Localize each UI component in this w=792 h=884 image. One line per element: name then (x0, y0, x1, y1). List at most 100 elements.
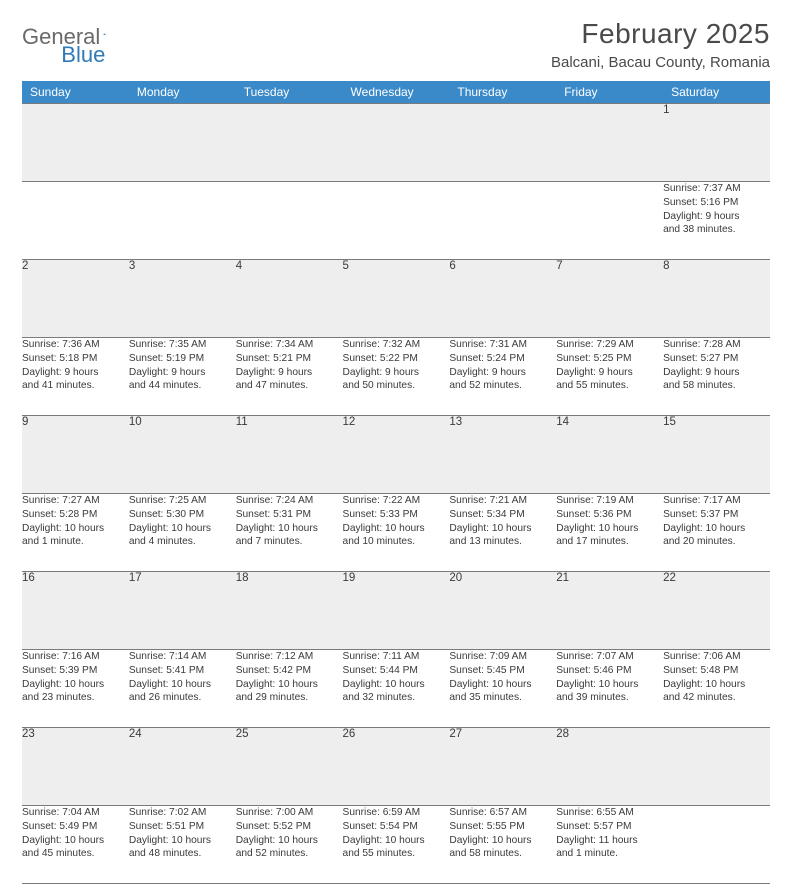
day-sunset: Sunset: 5:30 PM (129, 508, 236, 522)
day-day2: and 26 minutes. (129, 691, 236, 705)
day-sunset: Sunset: 5:37 PM (663, 508, 770, 522)
day-sunset: Sunset: 5:36 PM (556, 508, 663, 522)
day-cell: Sunrise: 7:22 AMSunset: 5:33 PMDaylight:… (343, 494, 450, 572)
day-cell: Sunrise: 7:21 AMSunset: 5:34 PMDaylight:… (449, 494, 556, 572)
day-number: 1 (663, 104, 770, 182)
day-info-row: Sunrise: 7:04 AMSunset: 5:49 PMDaylight:… (22, 806, 770, 884)
day-cell: Sunrise: 7:27 AMSunset: 5:28 PMDaylight:… (22, 494, 129, 572)
weekday-header: Saturday (663, 81, 770, 104)
day-day1: Daylight: 9 hours (22, 366, 129, 380)
day-day2: and 7 minutes. (236, 535, 343, 549)
day-cell: Sunrise: 7:31 AMSunset: 5:24 PMDaylight:… (449, 338, 556, 416)
day-cell (556, 182, 663, 260)
day-number-row: 1 (22, 104, 770, 182)
day-day2: and 45 minutes. (22, 847, 129, 861)
day-cell: Sunrise: 7:14 AMSunset: 5:41 PMDaylight:… (129, 650, 236, 728)
day-day2: and 47 minutes. (236, 379, 343, 393)
day-day1: Daylight: 10 hours (663, 678, 770, 692)
day-sunrise: Sunrise: 7:14 AM (129, 650, 236, 664)
day-sunrise: Sunrise: 7:04 AM (22, 806, 129, 820)
day-cell: Sunrise: 7:36 AMSunset: 5:18 PMDaylight:… (22, 338, 129, 416)
day-cell: Sunrise: 7:00 AMSunset: 5:52 PMDaylight:… (236, 806, 343, 884)
day-sunset: Sunset: 5:24 PM (449, 352, 556, 366)
day-day2: and 10 minutes. (343, 535, 450, 549)
day-day1: Daylight: 10 hours (556, 678, 663, 692)
day-day1: Daylight: 9 hours (236, 366, 343, 380)
day-sunrise: Sunrise: 7:19 AM (556, 494, 663, 508)
day-cell: Sunrise: 7:32 AMSunset: 5:22 PMDaylight:… (343, 338, 450, 416)
day-sunrise: Sunrise: 7:22 AM (343, 494, 450, 508)
month-title: February 2025 (551, 18, 770, 50)
day-cell: Sunrise: 7:34 AMSunset: 5:21 PMDaylight:… (236, 338, 343, 416)
day-day1: Daylight: 10 hours (449, 834, 556, 848)
day-day2: and 35 minutes. (449, 691, 556, 705)
day-number: 8 (663, 260, 770, 338)
day-number: 18 (236, 572, 343, 650)
day-sunset: Sunset: 5:18 PM (22, 352, 129, 366)
day-day1: Daylight: 10 hours (22, 522, 129, 536)
day-number: 26 (343, 728, 450, 806)
day-sunset: Sunset: 5:39 PM (22, 664, 129, 678)
day-number-row: 16171819202122 (22, 572, 770, 650)
day-cell (236, 182, 343, 260)
day-cell: Sunrise: 7:02 AMSunset: 5:51 PMDaylight:… (129, 806, 236, 884)
day-day1: Daylight: 10 hours (343, 678, 450, 692)
weekday-header: Sunday (22, 81, 129, 104)
day-sunrise: Sunrise: 7:31 AM (449, 338, 556, 352)
day-day1: Daylight: 10 hours (236, 678, 343, 692)
day-day1: Daylight: 10 hours (449, 678, 556, 692)
day-day1: Daylight: 10 hours (343, 522, 450, 536)
day-day1: Daylight: 10 hours (236, 834, 343, 848)
day-number: 9 (22, 416, 129, 494)
day-day2: and 38 minutes. (663, 223, 770, 237)
day-number: 2 (22, 260, 129, 338)
calendar-page: General Blue February 2025 Balcani, Baca… (0, 0, 792, 884)
day-number: 14 (556, 416, 663, 494)
day-day1: Daylight: 10 hours (343, 834, 450, 848)
day-sunset: Sunset: 5:34 PM (449, 508, 556, 522)
day-sunset: Sunset: 5:45 PM (449, 664, 556, 678)
day-cell (343, 182, 450, 260)
location: Balcani, Bacau County, Romania (551, 54, 770, 71)
weekday-header: Wednesday (343, 81, 450, 104)
logo-sail-icon (103, 25, 106, 43)
day-number: 22 (663, 572, 770, 650)
day-number (556, 104, 663, 182)
day-sunrise: Sunrise: 7:36 AM (22, 338, 129, 352)
day-number (129, 104, 236, 182)
day-number (22, 104, 129, 182)
day-day2: and 32 minutes. (343, 691, 450, 705)
day-sunset: Sunset: 5:16 PM (663, 196, 770, 210)
day-number: 4 (236, 260, 343, 338)
day-day1: Daylight: 9 hours (663, 210, 770, 224)
day-day2: and 1 minute. (22, 535, 129, 549)
day-sunrise: Sunrise: 7:35 AM (129, 338, 236, 352)
day-info-row: Sunrise: 7:27 AMSunset: 5:28 PMDaylight:… (22, 494, 770, 572)
day-number (236, 104, 343, 182)
day-day2: and 55 minutes. (556, 379, 663, 393)
logo-text-b: Blue (61, 42, 105, 68)
day-sunset: Sunset: 5:57 PM (556, 820, 663, 834)
day-cell: Sunrise: 7:11 AMSunset: 5:44 PMDaylight:… (343, 650, 450, 728)
day-cell: Sunrise: 7:07 AMSunset: 5:46 PMDaylight:… (556, 650, 663, 728)
day-sunrise: Sunrise: 7:09 AM (449, 650, 556, 664)
day-cell: Sunrise: 7:06 AMSunset: 5:48 PMDaylight:… (663, 650, 770, 728)
title-block: February 2025 Balcani, Bacau County, Rom… (551, 18, 770, 71)
logo: General Blue (22, 18, 169, 50)
day-sunrise: Sunrise: 7:25 AM (129, 494, 236, 508)
day-cell (22, 182, 129, 260)
day-day1: Daylight: 10 hours (22, 834, 129, 848)
day-cell: Sunrise: 7:28 AMSunset: 5:27 PMDaylight:… (663, 338, 770, 416)
day-cell: Sunrise: 7:12 AMSunset: 5:42 PMDaylight:… (236, 650, 343, 728)
day-day2: and 39 minutes. (556, 691, 663, 705)
day-number: 12 (343, 416, 450, 494)
day-sunrise: Sunrise: 7:11 AM (343, 650, 450, 664)
day-day2: and 23 minutes. (22, 691, 129, 705)
day-day2: and 42 minutes. (663, 691, 770, 705)
day-number: 3 (129, 260, 236, 338)
day-cell: Sunrise: 6:57 AMSunset: 5:55 PMDaylight:… (449, 806, 556, 884)
day-cell (663, 806, 770, 884)
day-day1: Daylight: 10 hours (663, 522, 770, 536)
day-sunrise: Sunrise: 7:37 AM (663, 182, 770, 196)
day-day1: Daylight: 10 hours (129, 678, 236, 692)
